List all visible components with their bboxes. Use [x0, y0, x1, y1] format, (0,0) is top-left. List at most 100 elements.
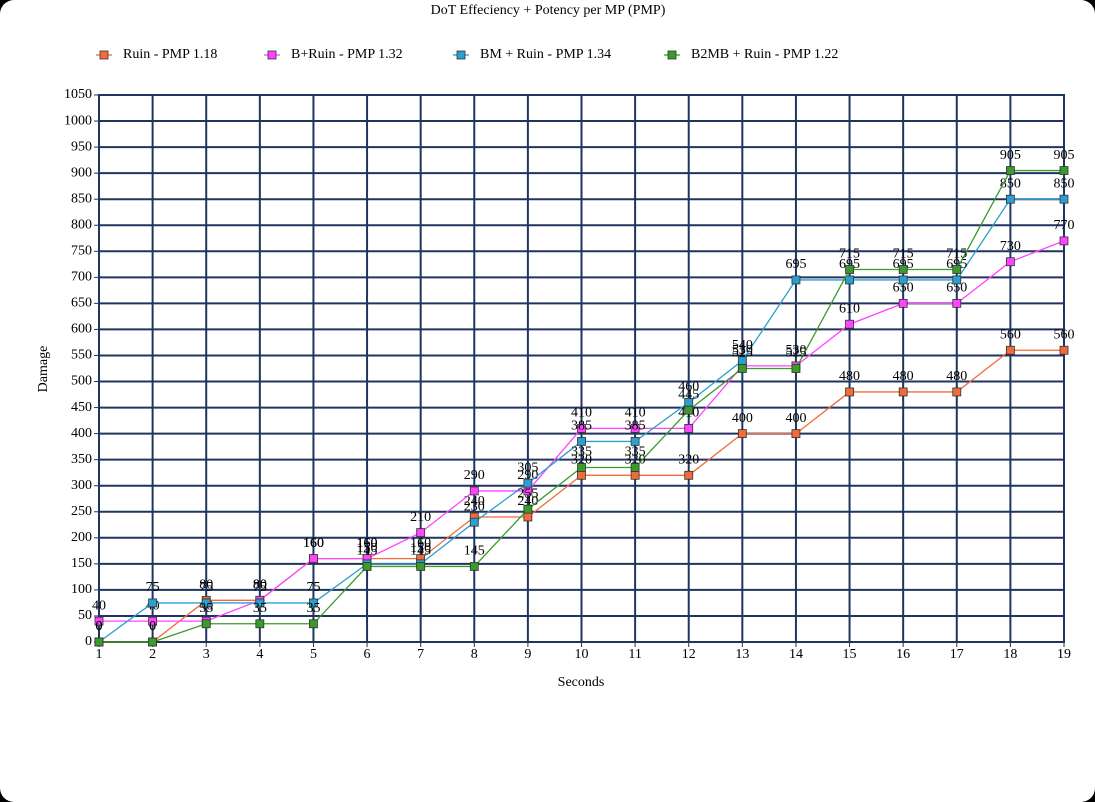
chart-title: DoT Effeciency + Potency per MP (PMP)	[431, 3, 666, 18]
data-label: 80	[253, 578, 267, 593]
x-tick-label: 1	[96, 647, 103, 662]
x-tick-label: 18	[1003, 647, 1017, 662]
data-point	[791, 364, 801, 373]
x-tick-label: 19	[1057, 647, 1071, 662]
data-label: 160	[303, 536, 324, 551]
data-label: 560	[1000, 327, 1021, 342]
x-tick-label: 8	[471, 647, 478, 662]
data-point	[737, 429, 747, 439]
data-label: 460	[678, 380, 699, 395]
data-label: 410	[625, 406, 646, 421]
data-point	[469, 562, 479, 571]
data-label: 905	[1000, 148, 1021, 163]
y-tick-label: 100	[71, 582, 92, 597]
data-point	[845, 265, 854, 274]
y-tick-label: 500	[71, 374, 92, 389]
y-axis-title: Damage	[36, 346, 51, 393]
y-tick-label: 550	[71, 348, 92, 363]
x-tick-label: 13	[735, 647, 749, 662]
y-tick-label: 300	[71, 478, 92, 493]
x-tick-label: 3	[203, 647, 210, 662]
x-tick-label: 10	[575, 647, 589, 662]
data-point	[630, 470, 640, 480]
data-point	[201, 598, 211, 608]
data-label: 40	[92, 598, 106, 613]
x-tick-label: 12	[682, 647, 696, 662]
data-label: 850	[1054, 176, 1075, 191]
data-label: 160	[303, 536, 324, 551]
data-label: 305	[517, 460, 538, 475]
legend-label: Ruin - PMP 1.18	[123, 47, 217, 62]
data-point	[630, 424, 640, 433]
data-label: 0	[149, 619, 156, 634]
data-label: 145	[410, 544, 431, 559]
legend-marker	[667, 50, 677, 60]
legend-label: B2MB + Ruin - PMP 1.22	[691, 47, 838, 62]
data-point	[309, 619, 318, 629]
data-label: 650	[893, 281, 914, 296]
data-label: 320	[678, 453, 699, 468]
data-label: 715	[839, 247, 860, 262]
data-label: 255	[517, 486, 538, 501]
data-point	[577, 424, 586, 433]
data-label: 75	[146, 580, 160, 595]
data-label: 75	[253, 580, 267, 595]
data-point	[577, 463, 586, 472]
data-point	[255, 619, 265, 629]
data-label: 560	[1054, 327, 1075, 342]
data-label: 210	[410, 510, 431, 525]
data-label: 400	[785, 411, 806, 426]
data-point	[898, 265, 908, 274]
data-label: 385	[625, 419, 646, 434]
data-label: 770	[1054, 218, 1075, 233]
data-label: 80	[253, 578, 267, 593]
x-tick-label: 4	[256, 647, 263, 662]
x-tick-label: 7	[417, 647, 424, 662]
data-point	[148, 637, 158, 647]
legend-label: B+Ruin - PMP 1.32	[291, 47, 403, 62]
data-point	[362, 562, 372, 571]
data-label: 145	[464, 544, 485, 559]
data-point	[1005, 257, 1015, 267]
data-point	[791, 429, 801, 439]
y-tick-label: 250	[71, 504, 92, 519]
y-tick-label: 350	[71, 452, 92, 467]
legend-marker	[267, 50, 277, 60]
data-point	[1059, 236, 1069, 246]
y-tick-label: 1000	[64, 113, 92, 128]
data-label: 35	[306, 601, 320, 616]
data-point	[845, 319, 854, 329]
x-tick-label: 2	[149, 647, 156, 662]
y-tick-label: 0	[85, 634, 92, 649]
data-point	[201, 619, 211, 629]
data-label: 0	[149, 619, 156, 634]
data-point	[416, 562, 426, 571]
data-label: 410	[571, 406, 592, 421]
legend-label: BM + Ruin - PMP 1.34	[480, 47, 611, 62]
data-point	[309, 554, 318, 564]
data-point	[1059, 194, 1069, 204]
data-label: 530	[732, 343, 753, 358]
data-label: 715	[893, 247, 914, 262]
data-label: 160	[357, 536, 378, 551]
data-label: 0	[96, 619, 103, 634]
x-tick-label: 9	[524, 647, 531, 662]
data-point	[94, 616, 104, 626]
data-label: 525	[732, 346, 753, 361]
data-label: 695	[839, 257, 860, 272]
x-axis-title: Seconds	[558, 675, 605, 690]
data-label: 715	[946, 247, 967, 262]
data-label: 385	[571, 419, 592, 434]
data-point	[737, 364, 747, 373]
data-label: 530	[785, 343, 806, 358]
y-tick-label: 700	[71, 270, 92, 285]
y-tick-label: 950	[71, 139, 92, 154]
data-label: 150	[410, 541, 431, 556]
data-point	[577, 437, 586, 446]
y-tick-label: 50	[78, 608, 92, 623]
data-point	[845, 387, 854, 397]
data-point	[577, 470, 586, 480]
data-point	[523, 504, 533, 514]
data-point	[148, 616, 158, 626]
data-label: 35	[199, 601, 213, 616]
